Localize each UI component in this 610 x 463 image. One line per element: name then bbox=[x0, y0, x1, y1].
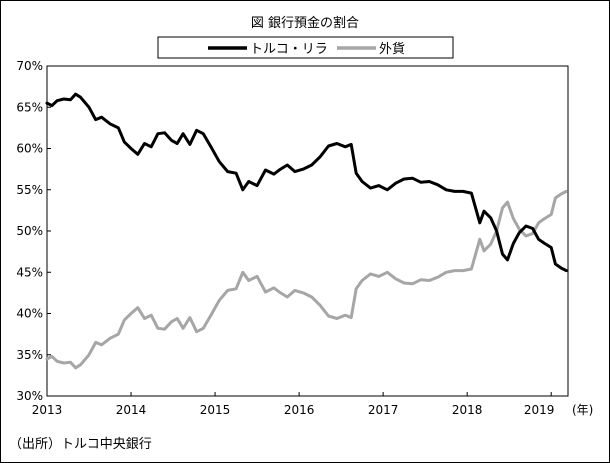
x-tick-label: 2013 bbox=[32, 403, 63, 417]
legend-label-lira: トルコ・リラ bbox=[250, 42, 328, 57]
series-line-foreign bbox=[45, 189, 568, 370]
legend: トルコ・リラ 外貨 bbox=[157, 36, 454, 59]
y-tick-label: 50% bbox=[16, 224, 43, 238]
y-tick-label: 65% bbox=[16, 100, 43, 114]
y-tick-label: 60% bbox=[16, 142, 43, 156]
chart-title: 図 銀行預金の割合 bbox=[251, 15, 359, 31]
plot-border bbox=[46, 65, 569, 397]
x-tick-label: 2019 bbox=[524, 403, 555, 417]
source-note: （出所）トルコ中央銀行 bbox=[9, 437, 152, 452]
x-tick-label: 2018 bbox=[452, 403, 483, 417]
y-tick-label: 35% bbox=[16, 348, 43, 362]
y-tick-label: 45% bbox=[16, 265, 43, 279]
x-tick-label: 2017 bbox=[368, 403, 399, 417]
y-tick-label: 30% bbox=[16, 389, 43, 403]
x-tick-label: 2016 bbox=[284, 403, 315, 417]
series-line-lira bbox=[45, 92, 568, 273]
legend-box bbox=[157, 36, 454, 59]
plot-area: 70% 65% 60% 55% 50% 45% 40% 35% 30%2013 2014 2015 2… bbox=[16, 59, 569, 417]
x-tick-label: 2015 bbox=[200, 403, 231, 417]
y-tick-label: 70% bbox=[16, 59, 43, 73]
x-axis-unit-label: (年) bbox=[572, 403, 593, 417]
legend-label-foreign: 外貨 bbox=[379, 41, 405, 57]
y-tick-label: 40% bbox=[16, 307, 43, 321]
y-tick-label: 55% bbox=[16, 183, 43, 197]
x-tick-label: 2014 bbox=[116, 403, 147, 417]
